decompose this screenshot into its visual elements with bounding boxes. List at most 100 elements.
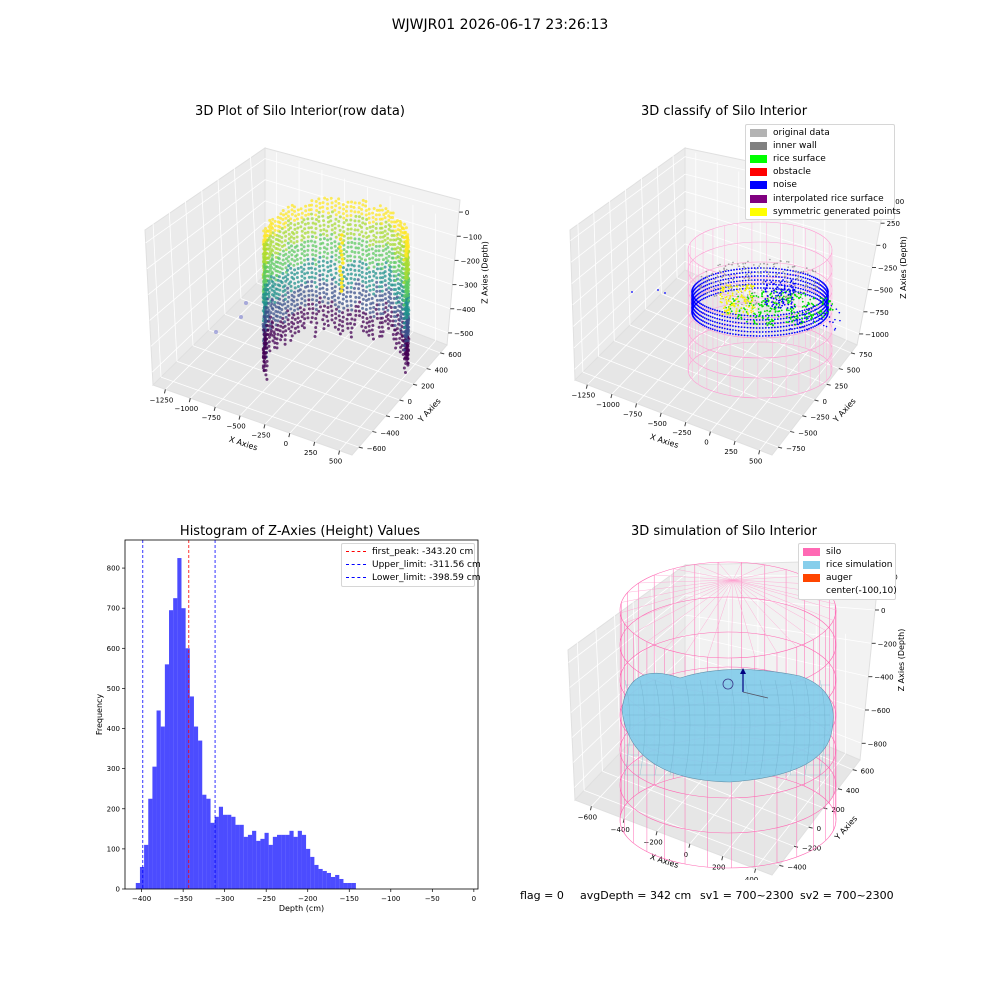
data-point bbox=[333, 321, 337, 325]
noise-point bbox=[788, 316, 791, 319]
data-point bbox=[269, 234, 273, 238]
noise-point bbox=[761, 335, 764, 337]
data-point bbox=[281, 263, 285, 267]
noise-point bbox=[707, 326, 710, 329]
noise-point bbox=[827, 298, 829, 301]
noise-point bbox=[698, 280, 700, 283]
noise-point bbox=[773, 330, 776, 333]
rice-point bbox=[774, 311, 777, 313]
data-point bbox=[342, 230, 346, 234]
data-point bbox=[268, 254, 272, 258]
mesh-line bbox=[729, 679, 736, 776]
rice-point bbox=[793, 303, 796, 306]
data-point bbox=[277, 257, 281, 261]
data-point bbox=[306, 280, 310, 284]
data-point bbox=[321, 318, 325, 322]
noise-point bbox=[806, 293, 809, 296]
data-point bbox=[262, 332, 266, 336]
noise-point bbox=[766, 302, 768, 305]
data-point bbox=[314, 262, 318, 266]
data-point bbox=[264, 341, 268, 345]
noise-point bbox=[712, 285, 715, 288]
data-point bbox=[374, 253, 378, 257]
noise-point bbox=[819, 292, 822, 294]
data-point bbox=[394, 319, 398, 323]
noise-point bbox=[711, 308, 714, 311]
noise-point bbox=[785, 325, 788, 327]
data-point bbox=[314, 226, 318, 230]
noise-point bbox=[796, 331, 799, 333]
noise-point bbox=[703, 309, 706, 311]
data-point bbox=[361, 279, 365, 283]
y-tick bbox=[850, 352, 856, 355]
symmetric-point bbox=[740, 290, 742, 293]
data-point bbox=[292, 277, 296, 281]
data-point bbox=[374, 249, 378, 253]
rice-point bbox=[815, 304, 818, 307]
noise-point bbox=[716, 309, 719, 312]
data-point bbox=[296, 280, 300, 284]
original-point bbox=[717, 280, 720, 282]
data-point bbox=[262, 359, 266, 363]
data-point bbox=[353, 268, 357, 272]
data-point bbox=[265, 377, 269, 381]
symmetric-point bbox=[750, 284, 752, 286]
noise-point bbox=[818, 314, 821, 317]
noise-point bbox=[753, 283, 756, 285]
data-point bbox=[360, 230, 364, 234]
original-point bbox=[774, 301, 777, 303]
data-point bbox=[393, 260, 397, 264]
symmetric-point bbox=[734, 298, 737, 301]
noise-point bbox=[738, 272, 741, 274]
original-point bbox=[785, 280, 788, 282]
y-tick-label: −750 bbox=[786, 445, 805, 453]
rice-point bbox=[825, 297, 828, 300]
data-point bbox=[394, 346, 398, 350]
noise-point bbox=[735, 276, 738, 279]
y-tick-label: −500 bbox=[798, 429, 817, 437]
noise-point bbox=[784, 291, 786, 294]
data-point bbox=[346, 326, 350, 330]
data-point bbox=[371, 333, 375, 337]
noise-point bbox=[782, 321, 785, 324]
data-point bbox=[311, 262, 315, 266]
original-point bbox=[804, 286, 806, 289]
noise-point bbox=[695, 294, 698, 297]
data-point bbox=[349, 299, 353, 303]
rice-point bbox=[793, 311, 795, 314]
data-point bbox=[281, 272, 285, 276]
symmetric-point bbox=[746, 287, 748, 289]
data-point bbox=[276, 215, 280, 219]
original-point bbox=[746, 302, 748, 304]
histogram-bar bbox=[260, 838, 265, 889]
data-point bbox=[365, 217, 369, 221]
legend-swatch bbox=[803, 587, 820, 595]
data-point bbox=[290, 253, 294, 257]
data-point bbox=[381, 298, 385, 302]
data-point bbox=[330, 313, 334, 317]
legend-swatch bbox=[346, 564, 366, 566]
data-point bbox=[322, 304, 326, 308]
data-point bbox=[325, 287, 329, 291]
data-point bbox=[404, 289, 408, 293]
rice-point bbox=[787, 301, 790, 304]
rice-point bbox=[787, 321, 790, 324]
data-point bbox=[325, 229, 329, 233]
noise-point bbox=[714, 321, 716, 323]
noise-point bbox=[776, 334, 779, 337]
data-point bbox=[322, 282, 326, 286]
data-point bbox=[296, 307, 300, 311]
symmetric-point bbox=[742, 311, 745, 313]
data-point bbox=[406, 361, 410, 365]
noise-point bbox=[789, 273, 792, 276]
rice-point bbox=[737, 315, 740, 318]
original-point bbox=[747, 260, 749, 263]
original-point bbox=[710, 285, 712, 288]
data-point bbox=[322, 228, 326, 232]
data-point bbox=[270, 333, 274, 337]
data-point bbox=[318, 201, 322, 205]
data-point bbox=[387, 254, 391, 258]
data-point bbox=[289, 266, 293, 270]
symmetric-point bbox=[750, 285, 752, 288]
data-point bbox=[292, 236, 296, 240]
